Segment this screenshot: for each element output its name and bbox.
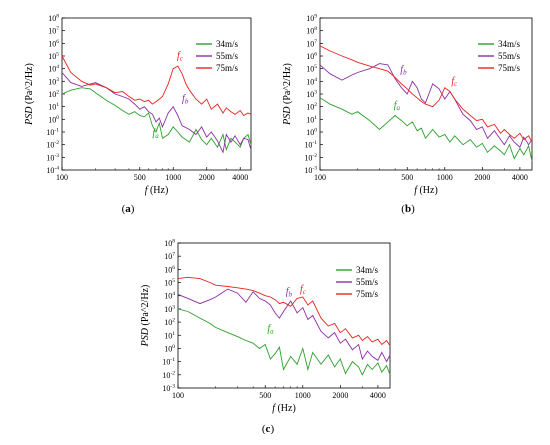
legend-entry: 75m/s	[216, 63, 239, 73]
y-tick-label: 105	[164, 278, 175, 288]
y-tick-label: 102	[306, 102, 317, 112]
y-tick-label: 10-1	[304, 140, 317, 150]
series-line-55m-s	[177, 288, 391, 363]
y-tick-label: 10-2	[162, 370, 175, 380]
legend-entry: 75m/s	[498, 63, 521, 73]
x-axis-label: f (Hz)	[145, 185, 169, 196]
y-tick-label: 101	[164, 331, 175, 341]
annotation-fa: fa	[394, 100, 401, 112]
annotation-fa: fa	[152, 128, 159, 140]
y-tick-label: 107	[164, 252, 175, 262]
series-line-34m-s	[61, 87, 252, 152]
y-axis-label: PSD (Pa^2/Hz)	[140, 285, 151, 348]
y-tick-label: 108	[48, 14, 59, 24]
y-tick-label: 10-3	[46, 153, 59, 163]
y-tick-label: 103	[164, 304, 175, 314]
annotation-fb: fb	[400, 64, 407, 76]
annotation-fc: fc	[177, 51, 184, 63]
series-line-75m-s	[61, 55, 252, 117]
x-tick-label: 1000	[437, 173, 453, 182]
x-tick-label: 1000	[295, 391, 311, 400]
x-tick-label: 500	[259, 391, 271, 400]
chart-caption: (a)	[122, 203, 135, 215]
series-line-34m-s	[319, 97, 533, 162]
chart-caption: (c)	[262, 423, 275, 435]
x-tick-label: 4000	[512, 173, 528, 182]
y-tick-label: 103	[306, 90, 317, 100]
y-tick-label: 101	[306, 115, 317, 125]
y-tick-label: 106	[306, 52, 317, 62]
y-tick-label: 103	[48, 77, 59, 87]
y-axis-label: PSD (Pa^2/Hz)	[24, 63, 35, 126]
y-tick-label: 108	[306, 26, 317, 36]
y-tick-label: 104	[164, 291, 175, 301]
y-tick-label: 10-2	[46, 140, 59, 150]
annotation-fc: fc	[451, 76, 458, 88]
x-tick-label: 100	[56, 173, 68, 182]
chart-a: 10-4 10-3 10-2 10-1 100 101 102 103 104 105 106 107…	[24, 14, 252, 215]
y-tick-label: 101	[48, 102, 59, 112]
x-axis-label: f (Hz)	[272, 403, 296, 414]
series-line-55m-s	[319, 63, 533, 148]
legend-entry: 34m/s	[216, 39, 239, 49]
y-tick-label: 105	[306, 64, 317, 74]
y-tick-label: 10-3	[304, 166, 317, 176]
series-line-75m-s	[177, 276, 391, 347]
annotation-fc: fc	[300, 284, 307, 296]
y-tick-label: 100	[306, 128, 317, 138]
y-tick-label: 106	[48, 39, 59, 49]
y-tick-label: 106	[164, 265, 175, 275]
y-tick-label: 10-1	[46, 128, 59, 138]
legend-entry: 75m/s	[356, 289, 379, 299]
annotation-fb: fb	[182, 94, 189, 106]
y-tick-label: 104	[306, 77, 317, 87]
y-tick-label: 100	[164, 344, 175, 354]
y-tick-label: 100	[48, 115, 59, 125]
x-tick-label: 500	[401, 173, 413, 182]
y-tick-label: 10-2	[304, 153, 317, 163]
y-axis-label: PSD (Pa^2/Hz)	[282, 63, 293, 126]
chart-b: 10-3 10-2 10-1 100 101 102 103 104 105 106 107 108 1…	[282, 14, 533, 215]
y-tick-label: 105	[48, 52, 59, 62]
annotation-fb: fb	[286, 286, 293, 298]
x-tick-label: 2000	[199, 173, 215, 182]
plot-frame	[177, 242, 391, 389]
x-tick-label: 1000	[165, 173, 181, 182]
y-tick-label: 109	[306, 14, 317, 24]
x-tick-label: 4000	[232, 173, 248, 182]
x-tick-label: 100	[314, 173, 326, 182]
y-tick-label: 102	[48, 90, 59, 100]
x-tick-label: 2000	[332, 391, 348, 400]
chart-c: 10-3 10-2 10-1 100 101 102 103 104 105 106 107 108 1…	[140, 239, 391, 435]
x-axis-label: f (Hz)	[414, 185, 438, 196]
y-tick-label: 108	[164, 239, 175, 249]
legend-entry: 55m/s	[498, 51, 521, 61]
chart-caption: (b)	[401, 203, 415, 215]
x-tick-label: 500	[134, 173, 146, 182]
legend-entry: 34m/s	[356, 265, 379, 275]
legend-entry: 55m/s	[356, 277, 379, 287]
annotation-fa: fa	[267, 323, 274, 335]
y-tick-label: 10-3	[162, 384, 175, 394]
y-tick-label: 102	[164, 318, 175, 328]
y-tick-label: 10-4	[46, 166, 59, 176]
x-tick-label: 100	[172, 391, 184, 400]
legend-entry: 34m/s	[498, 39, 521, 49]
legend-entry: 55m/s	[216, 51, 239, 61]
x-tick-label: 2000	[474, 173, 490, 182]
y-tick-label: 10-1	[162, 357, 175, 367]
y-tick-label: 107	[306, 39, 317, 49]
y-tick-label: 107	[48, 26, 59, 36]
x-tick-label: 4000	[370, 391, 386, 400]
y-tick-label: 104	[48, 64, 59, 74]
series-line-75m-s	[319, 45, 533, 143]
series-line-34m-s	[177, 308, 391, 376]
